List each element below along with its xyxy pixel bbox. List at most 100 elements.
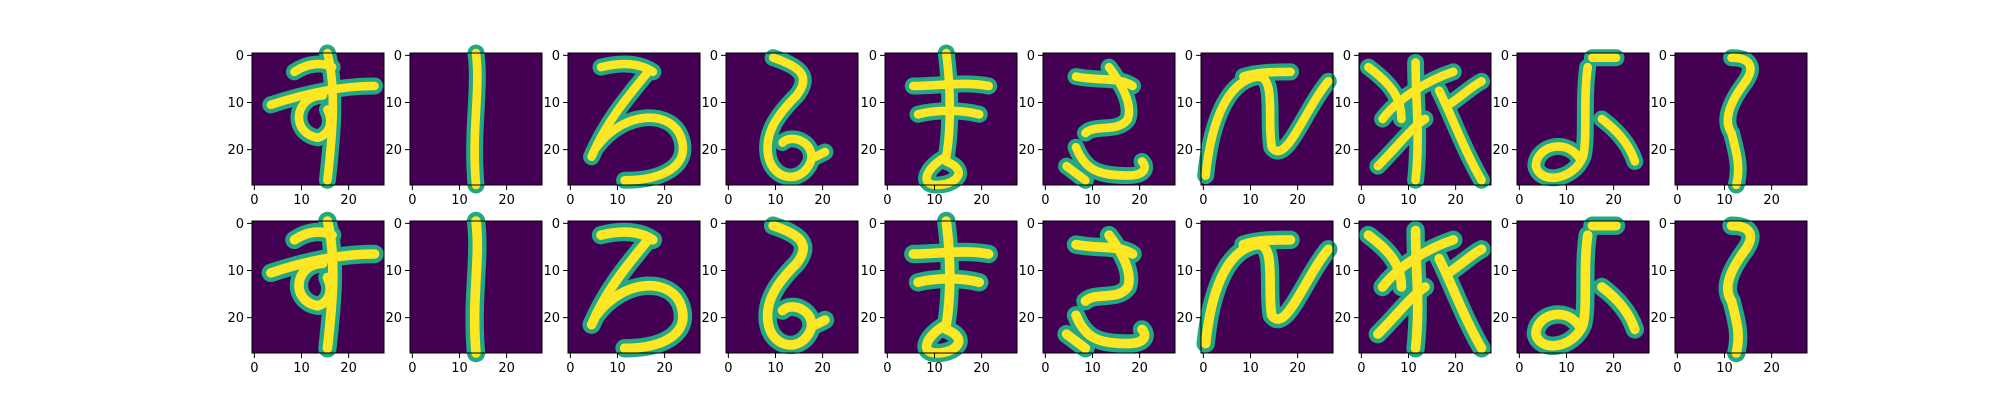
x-tick-label: 0 [1673,193,1681,208]
y-tick-label: 0 [710,49,718,64]
glyph-stroke [1363,230,1407,292]
glyph-stroke [810,315,830,330]
glyph-strokes [759,49,834,186]
image-panel: 0 10 20 0 10 20 [227,44,385,208]
y-tick-label: 0 [1659,49,1667,64]
image-panel: 0 10 20 0 10 20 [385,44,543,208]
panel-frame [1042,220,1176,354]
y-tick-label: 10 [1334,96,1351,111]
glyph-stroke [763,53,816,182]
image-panel: 0 10 20 0 10 20 [1176,49,1337,208]
x-tick-label: 20 [498,193,515,208]
y-tick-label: 20 [1650,311,1667,326]
glyph-strokes [1057,225,1154,358]
glyph-stroke [1597,282,1640,335]
y-tick-label: 0 [394,217,402,232]
y-tick-label: 20 [701,311,718,326]
y-tick-label: 20 [701,143,718,158]
glyph-stroke [1434,253,1487,354]
image-panel: 0 10 20 0 10 20 [1334,217,1492,376]
y-tick-label: 20 [1650,143,1667,158]
glyph-stroke [1444,76,1486,110]
glyph-stroke [469,216,483,358]
glyph-strokes [1719,49,1759,194]
panel-frame [251,52,385,186]
glyph-stroke [1373,282,1430,339]
x-tick-label: 10 [1400,361,1417,376]
x-tick-label: 20 [656,193,673,208]
glyph-stroke [1531,230,1593,351]
y-tick-label: 10 [1492,96,1509,111]
x-tick-label: 20 [340,361,357,376]
glyph-stroke [1061,329,1091,354]
y-tick-label: 20 [385,311,402,326]
glyph-strokes [1718,216,1760,363]
image-panel: 0 10 20 0 10 20 [1492,216,1650,376]
x-tick-label: 0 [566,193,574,208]
x-tick-label: 10 [1716,193,1733,208]
glyph-stroke [1071,239,1138,259]
image-panel: 0 10 20 0 10 20 [1018,49,1176,208]
image-panel: 0 10 20 0 10 20 [860,44,1018,208]
glyph-stroke [1531,62,1593,183]
x-tick-label: 10 [451,193,468,208]
x-tick-label: 0 [250,193,258,208]
glyph-strokes [261,211,384,358]
glyph-strokes [1526,216,1645,355]
x-tick-label: 10 [1084,361,1101,376]
x-tick-label: 10 [1716,361,1733,376]
x-tick-label: 10 [926,361,943,376]
image-panel: 0 10 20 0 10 20 [1650,49,1808,208]
glyph-stroke [1597,114,1640,166]
y-tick-label: 20 [1176,311,1193,326]
y-tick-label: 0 [1343,217,1351,232]
x-tick-label: 10 [1400,193,1417,208]
y-tick-label: 20 [1492,311,1509,326]
y-tick-label: 20 [1176,143,1193,158]
image-panel: 0 10 20 0 10 20 [1176,217,1338,376]
image-panel: 0 10 20 0 10 20 [543,49,701,208]
glyph-stroke [1443,244,1487,278]
y-tick-label: 10 [1018,96,1035,111]
image-panel: 0 10 20 0 10 20 [543,217,701,376]
panel-frame [567,52,701,186]
y-tick-label: 20 [543,143,560,158]
glyph-strokes [1197,63,1337,185]
x-tick-label: 20 [340,193,357,208]
image-panel: 0 10 20 0 10 20 [701,49,859,208]
y-tick-label: 10 [543,264,560,279]
x-tick-label: 0 [1041,193,1049,208]
glyph-strokes [262,44,384,189]
y-tick-label: 10 [227,264,244,279]
y-tick-label: 20 [1334,143,1351,158]
y-tick-label: 0 [1027,217,1035,232]
image-panel: 0 10 20 0 10 20 [1018,217,1176,376]
x-tick-label: 0 [408,361,416,376]
y-tick-label: 0 [710,217,718,232]
image-panel: 0 10 20 0 10 20 [1650,216,1808,376]
x-tick-label: 0 [1673,361,1681,376]
glyph-strokes [1196,230,1338,353]
image-panel: 0 10 20 0 10 20 [1492,49,1650,208]
y-tick-label: 0 [552,217,560,232]
glyph-stroke [1727,128,1743,190]
glyph-stroke [1364,62,1406,124]
panel-frame [1200,220,1334,354]
x-tick-label: 0 [1357,361,1365,376]
x-tick-label: 20 [1131,361,1148,376]
panel-frame [1358,220,1492,354]
panel-frame [1358,52,1492,186]
image-panel: 0 10 20 0 10 20 [701,216,859,376]
glyph-stroke [591,281,688,354]
x-tick-label: 10 [609,361,626,376]
panel-frame [1674,220,1808,354]
y-tick-label: 0 [869,49,877,64]
x-tick-label: 10 [926,193,943,208]
y-tick-label: 0 [1185,217,1193,232]
panel-frame [1674,52,1808,186]
x-tick-label: 20 [973,193,990,208]
glyph-stroke [941,216,955,330]
x-tick-label: 0 [1041,361,1049,376]
y-tick-label: 0 [869,217,877,232]
